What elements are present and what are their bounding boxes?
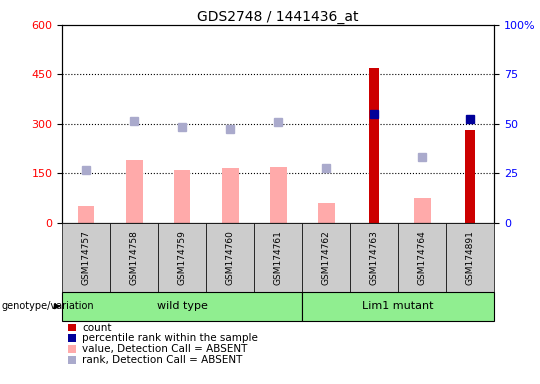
Text: GSM174760: GSM174760 bbox=[226, 230, 234, 285]
Bar bbox=[318, 203, 334, 223]
Bar bbox=[369, 68, 379, 223]
Text: GSM174763: GSM174763 bbox=[369, 230, 379, 285]
Bar bbox=[465, 131, 475, 223]
Text: GSM174759: GSM174759 bbox=[178, 230, 187, 285]
Bar bbox=[414, 198, 430, 223]
Text: percentile rank within the sample: percentile rank within the sample bbox=[82, 333, 258, 343]
Bar bbox=[78, 206, 94, 223]
Title: GDS2748 / 1441436_at: GDS2748 / 1441436_at bbox=[197, 10, 359, 24]
Text: value, Detection Call = ABSENT: value, Detection Call = ABSENT bbox=[82, 344, 247, 354]
Text: GSM174761: GSM174761 bbox=[274, 230, 282, 285]
Bar bbox=[222, 168, 239, 223]
Text: count: count bbox=[82, 323, 112, 333]
Text: rank, Detection Call = ABSENT: rank, Detection Call = ABSENT bbox=[82, 355, 242, 365]
Text: GSM174762: GSM174762 bbox=[322, 230, 330, 285]
Text: GSM174764: GSM174764 bbox=[417, 230, 427, 285]
Bar bbox=[269, 167, 287, 223]
Text: genotype/variation: genotype/variation bbox=[1, 301, 94, 311]
Bar bbox=[174, 170, 191, 223]
Text: Lim1 mutant: Lim1 mutant bbox=[362, 301, 434, 311]
Text: GSM174757: GSM174757 bbox=[82, 230, 91, 285]
Text: wild type: wild type bbox=[157, 301, 207, 311]
Text: GSM174758: GSM174758 bbox=[130, 230, 139, 285]
Text: GSM174891: GSM174891 bbox=[465, 230, 475, 285]
Bar bbox=[126, 160, 143, 223]
